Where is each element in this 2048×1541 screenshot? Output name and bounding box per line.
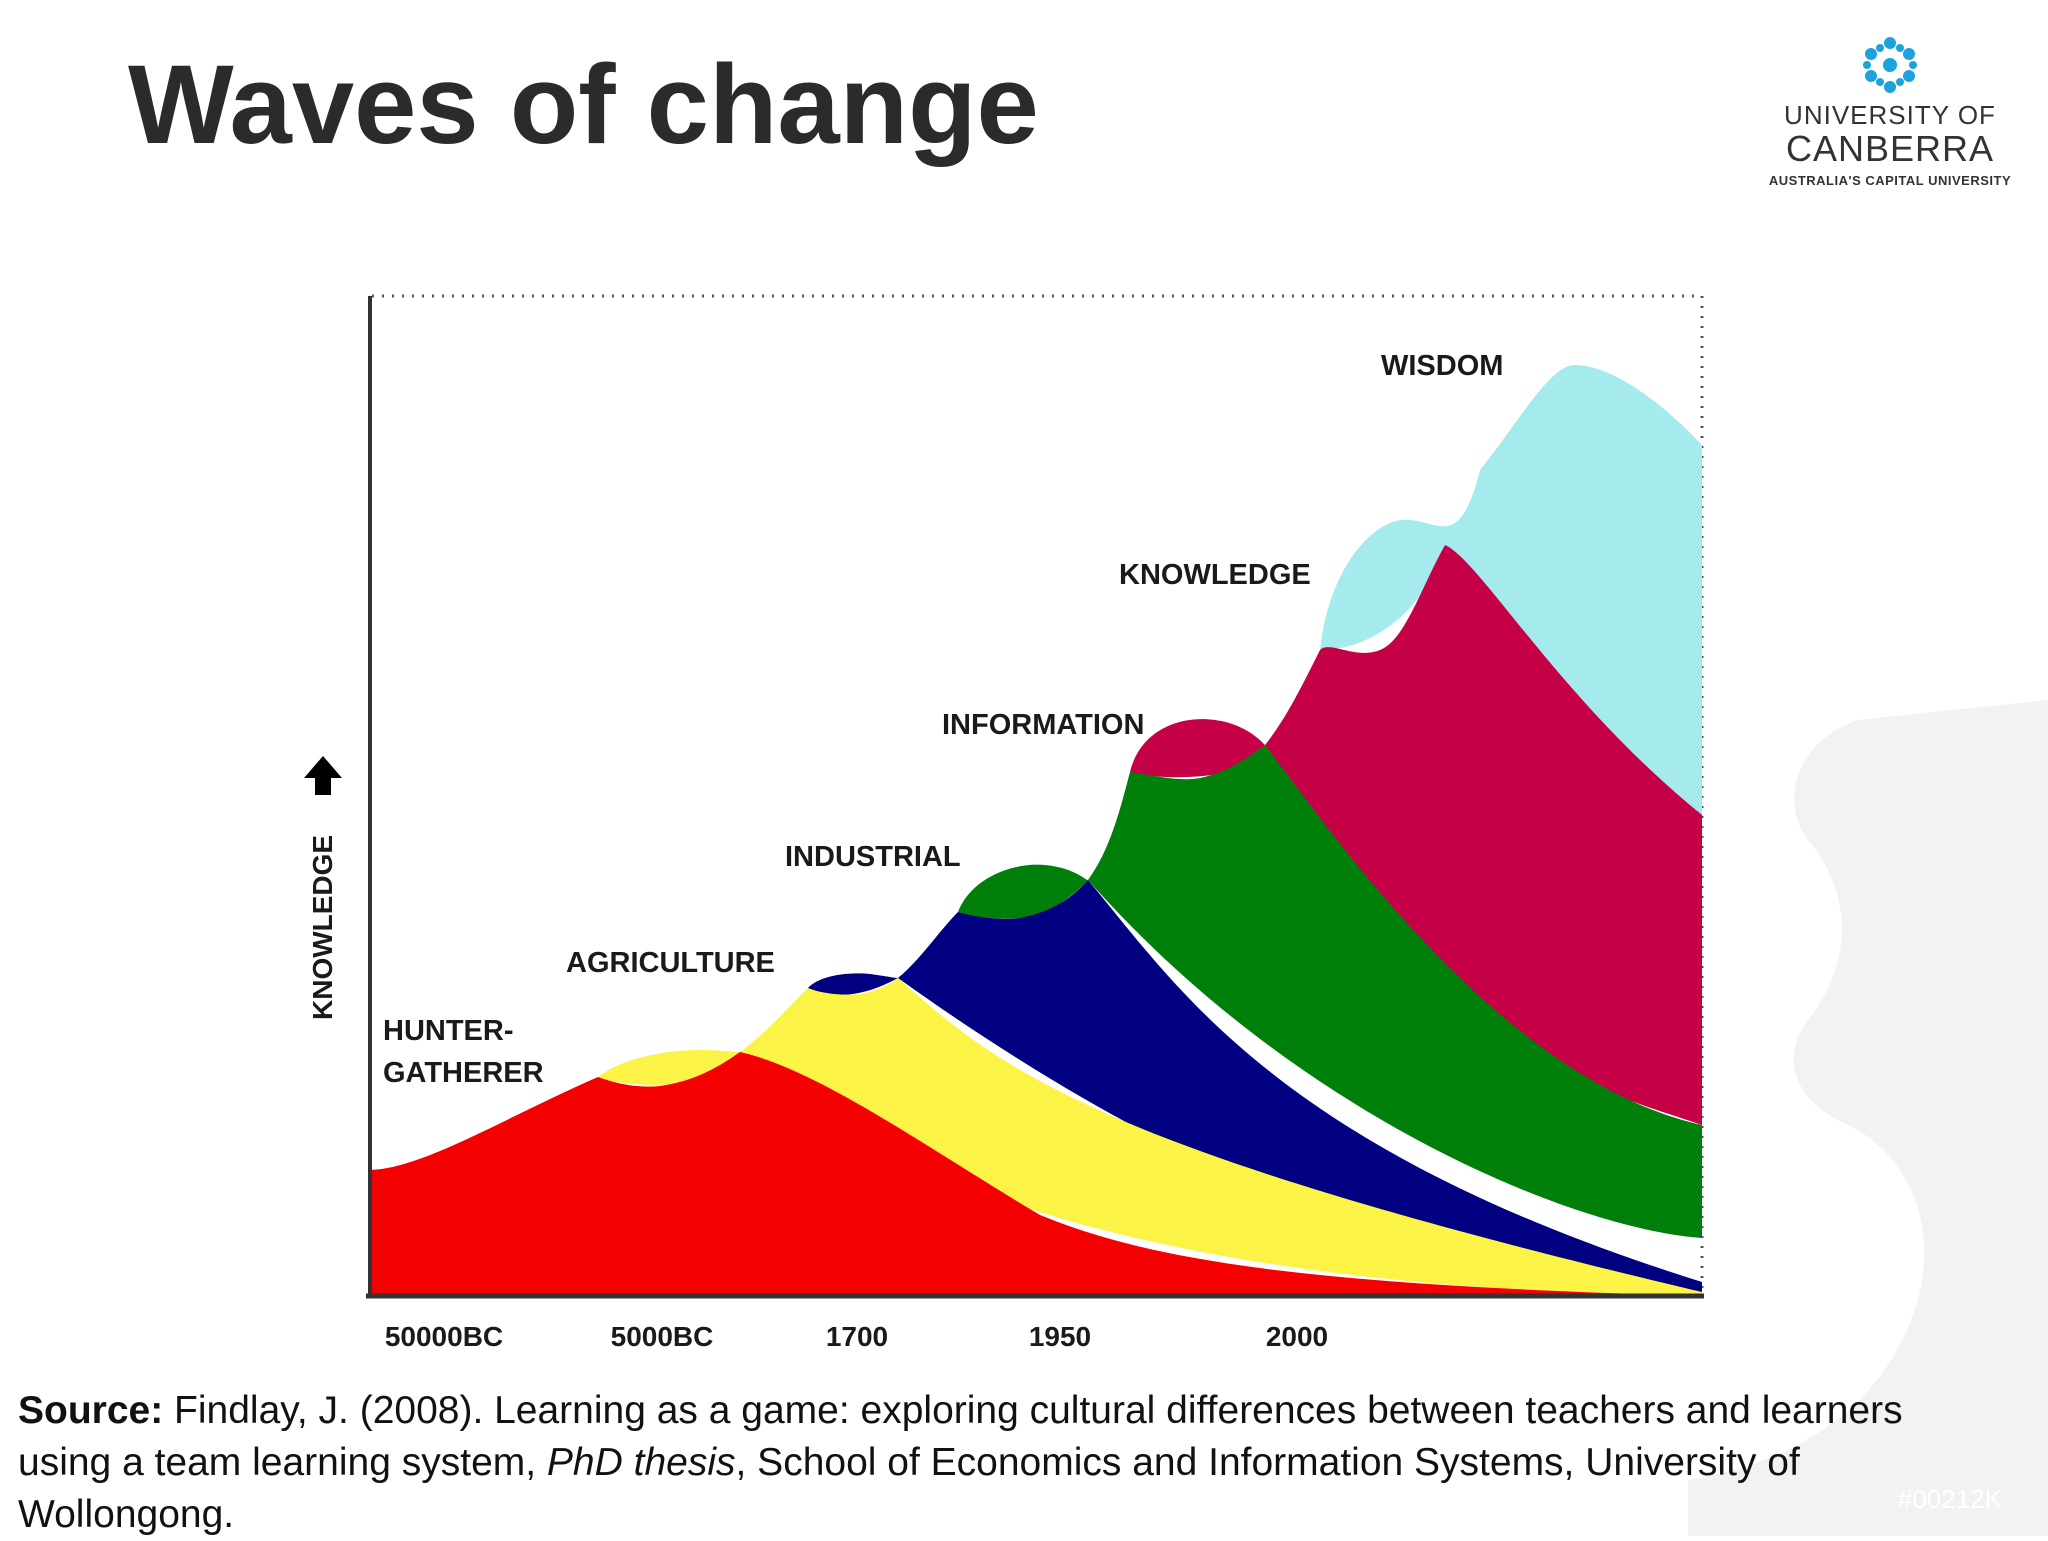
y-axis-label: KNOWLEDGE xyxy=(307,835,338,1020)
wave-information xyxy=(958,745,1702,1238)
background-decoration xyxy=(1688,700,2048,1536)
page-title: Waves of change xyxy=(128,42,1039,167)
wave-hunter-gatherer xyxy=(368,1052,1702,1298)
wave-wisdom xyxy=(1320,365,1702,815)
logo-text-university-of: UNIVERSITY OF xyxy=(1784,100,1996,130)
wave-label-information: INFORMATION xyxy=(942,709,1144,741)
source-italic-text: PhD thesis xyxy=(546,1441,736,1484)
wave-agriculture xyxy=(598,978,1702,1296)
x-tick-label: 50000BC xyxy=(385,1321,503,1352)
university-logo: UNIVERSITY OF CANBERRA AUSTRALIA'S CAPIT… xyxy=(1750,34,2030,204)
wave-label-hunter-gatherer-1: HUNTER- xyxy=(383,1015,514,1047)
source-label: Source: xyxy=(18,1389,164,1432)
wave-label-wisdom: WISDOM xyxy=(1381,350,1503,382)
wave-label-hunter-gatherer-2: GATHERER xyxy=(383,1057,544,1089)
y-axis-arrow-icon xyxy=(304,756,342,795)
snowflake-logo-icon xyxy=(1863,37,1917,93)
wave-industrial xyxy=(808,880,1702,1292)
source-text-before: Findlay, J. (2008). Learning as a game: … xyxy=(18,1389,1903,1484)
wave-label-knowledge: KNOWLEDGE xyxy=(1119,559,1311,591)
source-text-after: , School of Economics and Information Sy… xyxy=(18,1441,1800,1536)
logo-text-canberra: CANBERRA xyxy=(1785,128,1995,169)
source-citation: Source: Findlay, J. (2008). Learning as … xyxy=(18,1385,1968,1541)
wave-label-industrial: INDUSTRIAL xyxy=(785,841,961,873)
x-tick-label: 1950 xyxy=(1029,1321,1091,1352)
wave-label-agriculture: AGRICULTURE xyxy=(566,947,775,979)
watermark: #00212K xyxy=(1897,1484,2002,1514)
x-tick-label: 2000 xyxy=(1266,1321,1328,1352)
waves-diagram: KNOWLEDGE HUNTER- GATHERER AGRICULTURE I… xyxy=(304,294,1704,1352)
x-tick-label: 5000BC xyxy=(611,1321,714,1352)
x-tick-label: 1700 xyxy=(826,1321,888,1352)
wave-knowledge xyxy=(1130,545,1702,1125)
logo-tagline: AUSTRALIA'S CAPITAL UNIVERSITY xyxy=(1768,173,2012,188)
